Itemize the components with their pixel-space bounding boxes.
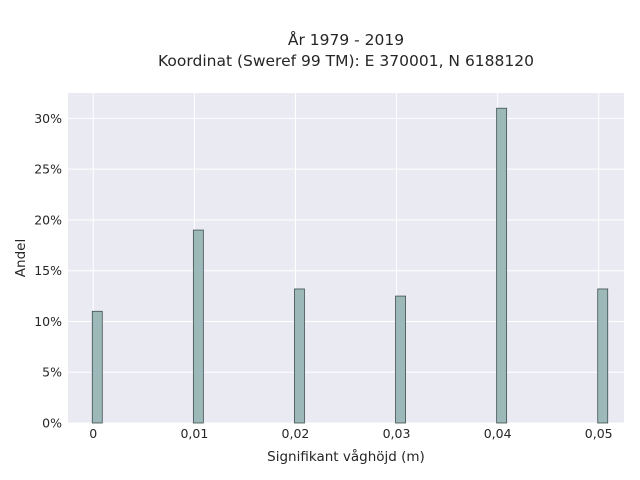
chart-title-line-2: Koordinat (Sweref 99 TM): E 370001, N 61… xyxy=(158,52,534,70)
y-tick-label: 25% xyxy=(34,162,62,177)
x-tick-label: 0,04 xyxy=(484,426,512,441)
x-tick-label: 0,01 xyxy=(180,426,208,441)
y-tick-label: 5% xyxy=(42,365,62,380)
bar-0-05 xyxy=(597,288,609,424)
y-tick-label: 0% xyxy=(42,416,62,431)
y-tick-label: 15% xyxy=(34,263,62,278)
y-tick-label: 10% xyxy=(34,314,62,329)
y-axis-label: Andel xyxy=(13,239,29,277)
x-tick-label: 0,05 xyxy=(585,426,613,441)
x-tick-label: 0,02 xyxy=(282,426,310,441)
y-axis-ticks: 0% 5% 10% 15% 20% 25% 30% xyxy=(34,111,62,431)
x-axis-label: Signifikant våghöjd (m) xyxy=(267,448,425,465)
bars xyxy=(91,107,609,424)
bar-0-01 xyxy=(192,229,204,424)
bar-0-02 xyxy=(294,288,305,424)
x-axis-ticks: 0 0,01 0,02 0,03 0,04 0,05 xyxy=(89,426,612,441)
bar-0 xyxy=(91,310,103,424)
bar-0-03 xyxy=(395,295,406,424)
bar-0-04 xyxy=(496,107,508,424)
y-tick-label: 30% xyxy=(34,111,62,126)
chart-title-line-1: År 1979 - 2019 xyxy=(288,30,404,49)
x-tick-label: 0 xyxy=(89,426,97,441)
x-tick-label: 0,03 xyxy=(383,426,411,441)
plot-area xyxy=(68,93,624,423)
y-tick-label: 20% xyxy=(34,212,62,227)
